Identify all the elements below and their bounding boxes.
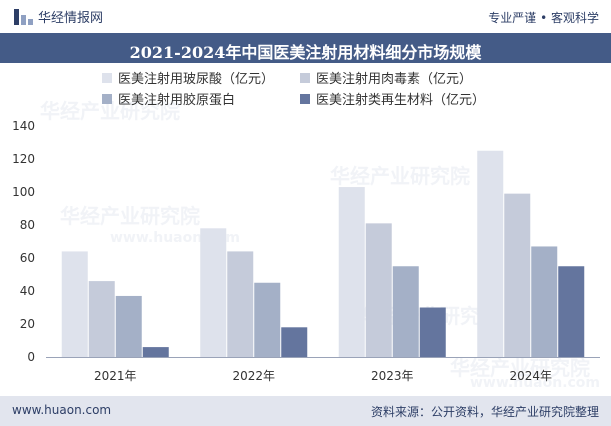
watermark: 华经产业研究院 <box>450 356 590 380</box>
x-tick-label: 2024年 <box>509 369 552 383</box>
y-tick-label: 20 <box>20 317 35 331</box>
bar <box>338 187 365 357</box>
legend-swatch <box>300 94 310 104</box>
bar <box>200 228 227 357</box>
bar <box>115 295 142 357</box>
legend-swatch <box>102 73 112 83</box>
bar <box>227 251 254 357</box>
bar <box>61 251 88 357</box>
title-bar: 2021-2024年中国医美注射用材料细分市场规模 <box>0 33 611 63</box>
y-tick-label: 60 <box>20 251 35 265</box>
slogan: 专业严谨 • 客观科学 <box>488 11 599 25</box>
y-tick-label: 40 <box>20 284 35 298</box>
legend-label: 医美注射用肉毒素（亿元） <box>316 71 472 87</box>
brand: 华经情报网 <box>14 7 103 26</box>
legend-swatch <box>300 73 310 83</box>
watermark: 华经产业研究院 <box>60 204 200 228</box>
bar <box>477 150 504 357</box>
legend-label: 医美注射用玻尿酸（亿元） <box>118 71 274 87</box>
footer-website: www.huaon.com <box>12 403 112 417</box>
y-tick-label: 100 <box>12 185 35 199</box>
bar <box>281 327 308 357</box>
logo-icon <box>14 8 33 25</box>
top-bar: 华经情报网 专业严谨 • 客观科学 <box>0 0 611 32</box>
chart-title: 2021-2024年中国医美注射用材料细分市场规模 <box>129 43 482 62</box>
bar <box>504 193 531 357</box>
y-tick-label: 80 <box>20 218 35 232</box>
legend-swatch <box>102 94 112 104</box>
bar <box>392 266 419 357</box>
footer: www.huaon.com 资料来源：公开资料，华经产业研究院整理 <box>0 396 611 426</box>
bar <box>419 307 446 357</box>
x-tick-label: 2023年 <box>371 369 414 383</box>
watermark: 华经产业研究院 <box>330 164 470 188</box>
footer-source: 资料来源：公开资料，华经产业研究院整理 <box>370 405 599 419</box>
x-tick-label: 2021年 <box>94 369 137 383</box>
legend-label: 医美注射类再生材料（亿元） <box>316 92 485 108</box>
bar <box>531 246 558 357</box>
bar <box>365 223 392 357</box>
bar <box>88 281 115 357</box>
watermark: www.huaon.com <box>470 375 601 391</box>
y-tick-label: 140 <box>12 119 35 133</box>
brand-name: 华经情报网 <box>38 11 104 26</box>
bar <box>142 347 169 357</box>
y-tick-label: 0 <box>27 350 35 364</box>
legend-label: 医美注射用胶原蛋白 <box>118 92 235 108</box>
bar <box>254 282 281 357</box>
y-tick-label: 120 <box>12 152 35 166</box>
x-tick-label: 2022年 <box>232 369 275 383</box>
bar <box>558 266 585 357</box>
